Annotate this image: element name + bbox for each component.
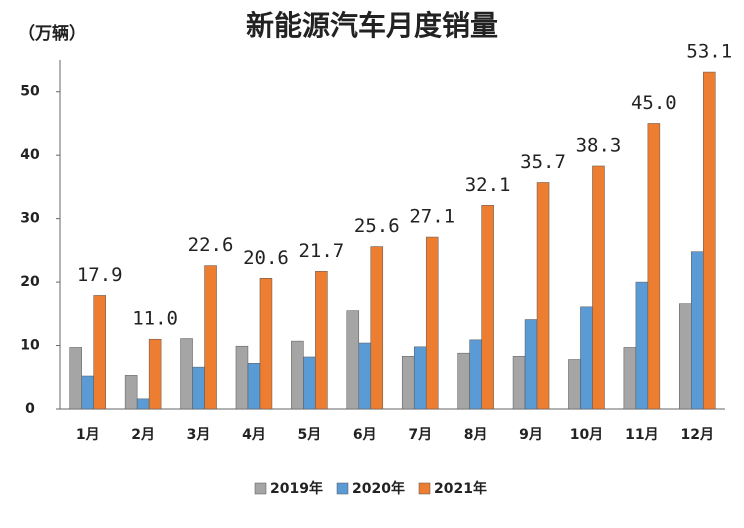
bar [204,265,217,410]
bar [401,356,415,410]
x-tick-label: 8月 [464,427,488,443]
data-label: 17.9 [77,264,123,286]
y-tick-label: 10 [20,338,40,354]
bar [635,281,649,410]
bar [679,303,692,410]
bar [703,71,716,410]
bar [247,363,261,410]
x-tick-label: 7月 [408,427,432,443]
bar [623,347,637,410]
x-tick-label: 12月 [681,427,714,443]
bar [370,246,384,410]
x-tick-label: 9月 [519,427,543,443]
legend-swatch [418,482,431,495]
legend-swatch [254,482,267,495]
legend-label: 2020年 [352,480,405,497]
bar [124,375,138,410]
bar [358,342,372,410]
x-tick-label: 10月 [570,427,603,443]
data-label: 25.6 [354,215,400,237]
bar [580,306,593,410]
x-tick-label: 1月 [76,427,100,443]
x-tick-label: 3月 [187,427,211,443]
bar [180,338,193,410]
y-tick-label: 40 [20,147,40,163]
data-label: 27.1 [409,206,455,228]
bar [524,319,538,410]
bar [235,345,249,410]
x-tick-label: 4月 [242,427,266,443]
bar [69,347,82,410]
bar [536,182,550,410]
bar [469,339,482,410]
bar [136,398,150,410]
bar [691,251,704,410]
bar [303,356,316,410]
legend-label: 2021年 [434,480,487,497]
data-label: 22.6 [188,234,234,256]
data-label: 53.1 [686,41,732,63]
bar [425,236,439,410]
data-label: 20.6 [243,247,289,269]
bar [568,359,581,410]
x-tick-label: 11月 [625,427,658,443]
bar [81,375,94,410]
y-tick-label: 50 [20,84,40,100]
data-label: 35.7 [520,151,566,173]
bar [413,346,427,410]
bar [346,310,360,410]
bar [647,123,661,410]
y-tick-label: 30 [20,211,40,227]
x-tick-label: 6月 [353,427,377,443]
bar [481,205,494,410]
bar [315,271,328,410]
bar [291,340,304,410]
data-label: 45.0 [631,92,677,114]
bar [192,366,205,410]
bar [592,165,605,410]
data-label: 38.3 [576,134,622,156]
legend-label: 2019年 [270,480,323,497]
bar [512,356,526,410]
bar [93,295,106,410]
x-tick-label: 2月 [131,427,155,443]
bar [148,338,162,410]
data-label: 21.7 [298,240,344,262]
legend-swatch [336,482,349,495]
data-label: 11.0 [132,308,178,330]
chart-title: 新能源汽车月度销量 [246,9,498,42]
y-axis-label: （万辆） [18,23,86,44]
y-tick-label: 0 [25,401,35,417]
y-tick-label: 20 [20,274,40,290]
bar [457,352,470,410]
data-label: 32.1 [465,174,511,196]
bar [259,278,273,410]
x-tick-label: 5月 [298,427,322,443]
